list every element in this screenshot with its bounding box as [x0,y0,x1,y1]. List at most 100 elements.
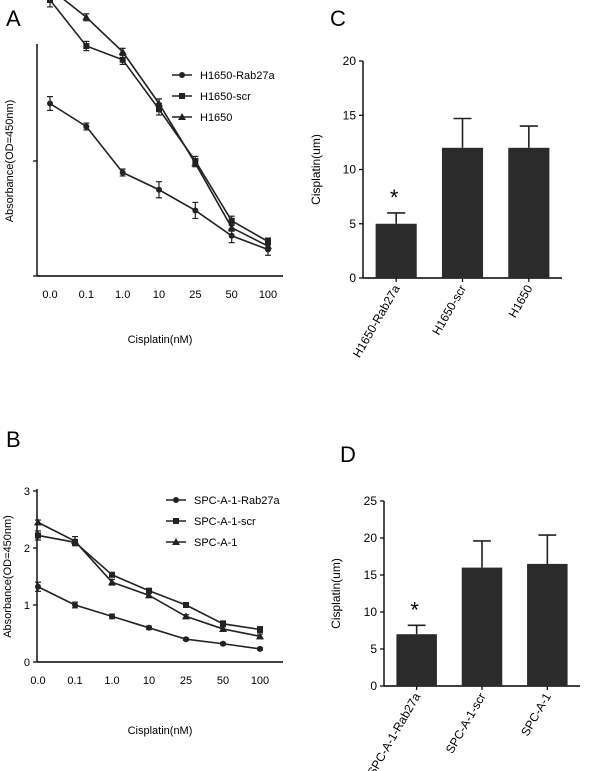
panel-b-point [35,583,41,590]
panel-a-point [156,106,162,113]
panel-a-series-line [49,0,269,243]
panel-a-x-label: Cisplatin(nM) [128,334,193,346]
panel-c-y-tick-label: 10 [343,163,357,177]
panel-d-y-tick-label: 10 [364,605,378,619]
panel-b-x-tick-label: 1.0 [104,675,119,687]
panel-a-plot: 0.0 0.1 1.0 10 25 50 100 Cisplatin(nM) Absorbanc… [4,0,283,346]
panel-b-x-tick-label: 25 [180,675,192,687]
panel-c-significance-mark: * [390,185,399,210]
panel-d-x-tick-label: SPC-A-1-scr [443,691,489,756]
panel-b-plot: 0 1 2 3 0.0 0.1 1.0 10 25 50 100 Cisplatin(nM) Absor… [2,486,283,737]
panel-b-y-tick-label: 0 [24,657,30,669]
panel-c-x-tick-label: H1650-scr [429,283,469,338]
panel-c-y-tick-label: 5 [349,217,356,231]
panel-b-x-tick-label: 0.0 [30,675,45,687]
panel-b-point [257,645,263,652]
panel-a-x-tick-label: 10 [153,289,165,301]
panel-d-x-tick-label: SPC-A-1-Rab27a [364,690,423,771]
panel-b-point [109,613,115,620]
panel-b-legend-marker [173,497,179,503]
panel-b-point [219,624,227,632]
panel-a-point [264,242,272,250]
panel-a-x-tick-label: 0.1 [79,289,94,301]
panel-b-point [108,578,116,586]
panel-b-point [71,537,79,545]
panel-b-legend-label: SPC-A-1-scr [194,516,256,528]
panel-b-point [182,612,190,620]
panel-b-x-tick-label: 100 [251,675,269,687]
panel-d-y-label: Cisplatin(um) [329,558,343,629]
panel-a-x-tick-label: 25 [189,289,201,301]
panel-a-series-circle [47,95,271,256]
panel-b-series-line [37,534,261,631]
panel-b-y-tick-label: 3 [24,486,30,498]
panel-a-legend-marker [179,93,185,99]
panel-a-point [265,238,271,245]
panel-b-label: B [6,427,21,452]
panel-b-x-label: Cisplatin(nM) [128,725,193,737]
panel-a-legend-label: H1650-scr [200,91,251,103]
panel-a-point [227,223,236,231]
panel-b-point [183,602,189,608]
panel-b-legend-marker [172,538,180,545]
panel-c: C 0 5 10 15 20 Cisplatin(um) H1650-Rab27a * H165… [309,6,562,360]
panel-b-x-tick-label: 50 [217,675,229,687]
panel-a-label: A [6,6,21,31]
panel-b-point [109,571,115,578]
panel-b-legend-marker [173,518,179,524]
panel-d-label: D [340,442,356,467]
panel-a-legend-label: H1650 [200,112,232,124]
panel-b-series-triangle [34,518,264,640]
panel-a-x-tick-label: 100 [259,289,277,301]
panel-d-y-tick-label: 20 [364,531,378,545]
panel-b-point [256,632,264,640]
panel-d-y-tick-label: 15 [364,568,378,582]
panel-c-bar [441,147,484,278]
panel-a-point [192,207,199,214]
panel-b-point [146,587,152,594]
panel-c-bar [375,223,417,278]
panel-a-legend-marker [178,113,186,120]
panel-d-y-tick-label: 0 [370,679,377,693]
panel-a-legend-marker [179,72,185,78]
panel-b-point [72,602,78,608]
panel-a-point [119,56,126,63]
panel-d-x-tick-label: SPC-A-1 [518,690,554,738]
panel-d-y-tick-label: 25 [364,494,378,508]
panel-a-point [228,217,235,224]
panel-d-bar [396,634,437,686]
panel-b-y-label: Absorbance(OD=450nm) [2,515,14,638]
panel-c-y-tick-label: 0 [349,271,356,285]
panel-a-point [155,99,163,107]
panel-a-series-line [49,102,269,251]
panel-d-bar [527,563,568,686]
panel-b-y-tick-label: 2 [24,543,30,555]
panel-b-point [220,640,226,647]
panel-b-x-tick-label: 10 [143,675,155,687]
panel-b-legend-label: SPC-A-1 [194,537,237,549]
panel-c-y-tick-label: 20 [343,54,357,68]
panel-c-y-tick-label: 15 [343,108,357,122]
panel-d: D 0 5 10 15 20 25 Cisplatin(um) SPC-A-1-Rab27a *… [329,442,580,771]
panel-d-bar [461,567,503,686]
panel-b-point [34,518,42,526]
panel-a-point [191,159,200,167]
panel-a-point [228,232,235,239]
panel-b-y-tick-label: 1 [24,600,30,612]
panel-a-series-line [63,0,269,247]
panel-a-x-tick-label: 1.0 [115,289,130,301]
panel-a-point [82,13,91,21]
panel-c-x-tick-label: H1650-Rab27a [350,282,403,360]
panel-a-point [47,0,53,3]
panel-b: B 0 1 2 3 0.0 0.1 1.0 10 25 50 100 Cisplatin(nM) Abs… [2,427,283,737]
panel-a-point [118,47,127,55]
panel-a-x-tick-label: 0.0 [42,289,57,301]
panel-b-series-circle [35,581,263,652]
panel-a-point [83,43,90,49]
panel-a-y-label: Absorbance(OD=450nm) [4,100,16,223]
panel-a: A 0.0 0.1 1.0 10 25 50 100 Cisplatin(nM) Absorba… [4,0,283,346]
panel-a-point [156,186,162,193]
panel-c-label: C [330,6,346,31]
panel-d-plot: 0 5 10 15 20 25 Cisplatin(um) SPC-A-1-Rab27a * SP… [329,494,580,771]
panel-b-point [183,636,189,643]
